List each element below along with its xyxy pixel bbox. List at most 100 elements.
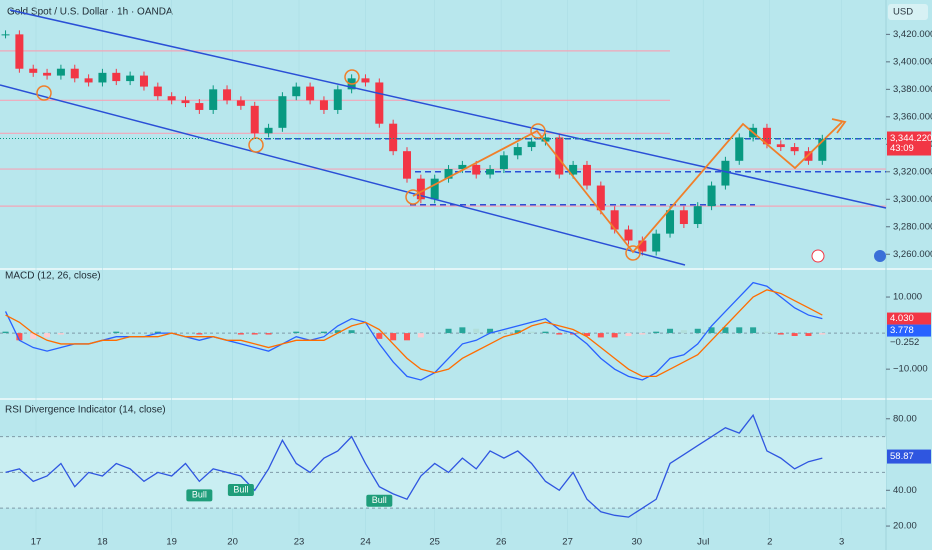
y-tick-label: −10.000 — [893, 364, 928, 375]
candle — [444, 169, 453, 179]
candle — [264, 127, 273, 134]
bull-label: Bull — [233, 484, 248, 494]
x-tick-label: 17 — [31, 537, 42, 548]
histogram-bar — [667, 328, 674, 334]
histogram-bar — [473, 328, 480, 334]
histogram-bar — [514, 330, 521, 334]
last-price-box — [887, 131, 931, 156]
channel-line — [9, 9, 887, 209]
currency-box — [888, 4, 928, 20]
candle — [430, 178, 439, 200]
event-icon[interactable] — [811, 249, 825, 263]
candle — [721, 160, 730, 186]
rsi-value: 58.87 — [890, 451, 914, 462]
candle — [29, 68, 38, 73]
candle — [153, 86, 162, 97]
y-tick-label: 3,280.000 — [893, 221, 932, 232]
candle — [762, 127, 771, 145]
x-tick-label: Jul — [697, 537, 709, 548]
candle — [458, 164, 467, 170]
channel-line — [0, 84, 686, 266]
histogram-bar — [30, 333, 37, 339]
candle — [236, 100, 245, 106]
histogram-bar — [597, 333, 604, 338]
histogram-bar — [500, 330, 507, 334]
histogram-bar — [196, 333, 203, 335]
histogram-bar — [293, 331, 300, 334]
candle — [666, 210, 675, 234]
x-tick-label: 24 — [360, 537, 371, 548]
candle — [624, 229, 633, 241]
histogram-bar — [113, 331, 120, 334]
x-tick-label: 19 — [166, 537, 177, 548]
rsi-value-box — [887, 449, 931, 464]
histogram-bar — [556, 333, 563, 335]
candle — [195, 103, 204, 110]
signal-line — [5, 289, 823, 378]
candle — [527, 141, 536, 148]
histogram-bar — [777, 333, 784, 335]
bull-label: Bull — [372, 495, 387, 505]
y-tick-label: 40.00 — [893, 485, 917, 496]
histogram-bar — [680, 330, 687, 334]
candle — [1, 34, 10, 36]
candle — [652, 233, 661, 252]
x-tick-label: 3 — [839, 537, 844, 548]
candle — [596, 185, 605, 211]
x-tick-label: 25 — [429, 537, 440, 548]
histogram-bar — [487, 328, 494, 334]
histogram-bar — [625, 333, 632, 336]
y-tick-label: 20.00 — [893, 521, 917, 532]
candle — [209, 89, 218, 110]
histogram-bar — [694, 328, 701, 334]
macd-value: 4.030 — [890, 313, 914, 324]
x-tick-label: 2 — [767, 537, 772, 548]
y-tick-label: 3,400.000 — [893, 56, 932, 67]
y-tick-label: 3,360.000 — [893, 111, 932, 122]
histogram-bar — [750, 327, 757, 334]
macd-value-box — [887, 312, 931, 325]
candle — [98, 72, 107, 83]
histogram-bar — [376, 333, 383, 339]
candle — [610, 210, 619, 230]
histogram-bar — [417, 333, 424, 338]
y-tick-label: 3,420.000 — [893, 29, 932, 40]
y-tick-label: 3,320.000 — [893, 166, 932, 177]
histogram-bar — [805, 333, 812, 336]
candle — [56, 68, 65, 76]
histogram-bar — [251, 333, 258, 335]
candle — [707, 185, 716, 207]
candle — [15, 34, 24, 69]
candle — [181, 100, 190, 104]
rsi-title: RSI Divergence Indicator (14, close) — [5, 405, 166, 416]
chart-title: Gold Spot / U.S. Dollar · 1h · OANDA — [7, 7, 173, 18]
histogram-bar — [2, 331, 9, 334]
y-tick-label: 3,300.000 — [893, 194, 932, 205]
flag-icon[interactable] — [874, 250, 886, 262]
candle — [693, 206, 702, 225]
histogram-bar — [459, 327, 466, 334]
candle — [278, 96, 287, 128]
histogram-bar — [265, 333, 272, 335]
candle — [638, 240, 647, 252]
histogram-bar — [819, 333, 826, 335]
candle — [112, 72, 121, 82]
candle — [776, 144, 785, 148]
y-tick-label: 3,380.000 — [893, 84, 932, 95]
macd-value: 3.778 — [890, 325, 914, 336]
candle — [499, 155, 508, 170]
candle — [167, 96, 176, 101]
candle — [250, 105, 259, 134]
candle — [541, 137, 550, 142]
candle — [569, 164, 578, 175]
histogram-bar — [348, 330, 355, 334]
zigzag — [412, 121, 843, 254]
candle — [582, 164, 591, 186]
histogram-bar — [763, 331, 770, 334]
candle — [319, 100, 328, 110]
bull-label: Bull — [192, 490, 207, 500]
histogram-bar — [791, 333, 798, 336]
candle — [70, 68, 79, 79]
y-tick-label: 3,260.000 — [893, 249, 932, 260]
x-tick-label: 27 — [562, 537, 573, 548]
